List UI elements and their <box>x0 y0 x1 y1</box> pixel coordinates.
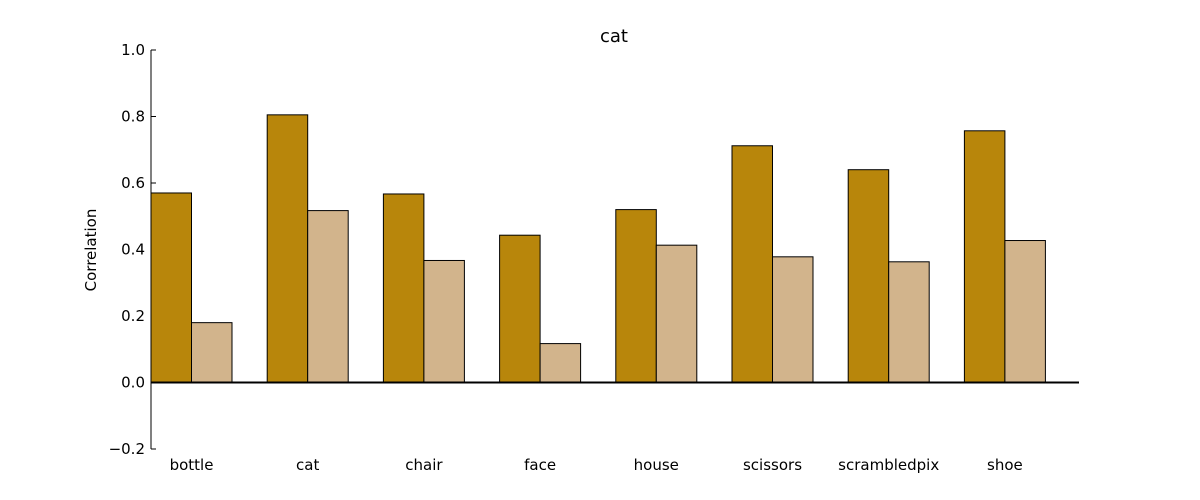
bar-scissors-series-1 <box>731 145 773 383</box>
y-axis-label: Correlation <box>82 209 100 292</box>
x-tick-label-cat: cat <box>296 456 319 474</box>
x-tick-label-house: house <box>634 456 679 474</box>
x-axis-tick-labels: bottle cat chair face house scissors scrambled… <box>170 456 1023 474</box>
bar-cat-series-1 <box>266 114 309 384</box>
x-tick-label-face: face <box>524 456 556 474</box>
y-tick-label: 0.6 <box>121 174 145 192</box>
bar-bottle-series-1 <box>150 192 192 383</box>
y-tick-label: 0.2 <box>121 307 145 325</box>
bar-face-series-1 <box>499 234 541 383</box>
y-tick-label: 0.4 <box>121 241 145 259</box>
bar-face-series-2 <box>539 343 582 384</box>
bar-house-series-2 <box>655 244 698 383</box>
x-tick-label-scissors: scissors <box>743 456 802 474</box>
bar-bottle-series-2 <box>191 322 233 383</box>
bar-shoe-series-1 <box>963 130 1006 383</box>
x-tick-label-shoe: shoe <box>987 456 1023 474</box>
chart-title: cat <box>600 26 628 47</box>
bar-shoe-series-2 <box>1004 240 1046 383</box>
y-tick-label: 0.0 <box>121 374 145 392</box>
bar-chair-series-1 <box>382 193 425 383</box>
bar-scissors-series-2 <box>772 256 814 383</box>
bar-house-series-1 <box>615 209 657 383</box>
y-axis: −0.2 0.0 0.2 0.4 0.6 0.8 1.0 <box>109 41 156 458</box>
x-tick-label-scrambledpix: scrambledpix <box>838 456 939 474</box>
bar-scrambledpix-series-1 <box>847 169 890 383</box>
y-tick-label: 0.8 <box>121 108 145 126</box>
y-tick-label: −0.2 <box>109 440 145 458</box>
bar-scrambledpix-series-2 <box>888 261 930 383</box>
y-tick-label: 1.0 <box>121 41 145 59</box>
bar-cat-series-2 <box>307 210 349 383</box>
x-tick-label-bottle: bottle <box>170 456 214 474</box>
x-tick-label-chair: chair <box>405 456 443 474</box>
bar-chair-series-2 <box>423 259 465 383</box>
bars-group <box>150 114 1046 384</box>
